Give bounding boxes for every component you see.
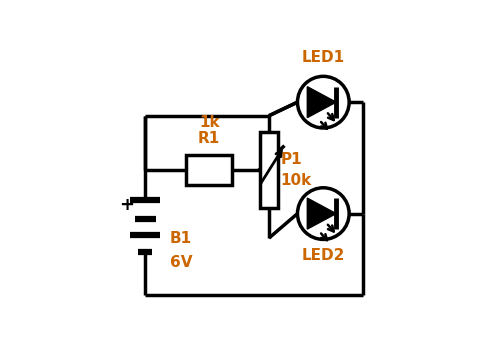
Circle shape	[297, 188, 348, 239]
Circle shape	[297, 76, 348, 128]
Text: P1: P1	[280, 152, 302, 167]
Text: +: +	[119, 197, 134, 214]
Text: LED1: LED1	[301, 50, 344, 65]
Text: 1k: 1k	[198, 115, 219, 130]
Bar	[186, 155, 232, 185]
Text: 6V: 6V	[169, 255, 192, 270]
Text: B1: B1	[169, 231, 192, 246]
Text: R1: R1	[197, 131, 220, 146]
Text: 10k: 10k	[280, 173, 311, 189]
Text: LED2: LED2	[301, 247, 344, 263]
Polygon shape	[307, 198, 335, 229]
Bar	[260, 132, 277, 208]
Polygon shape	[307, 87, 335, 118]
